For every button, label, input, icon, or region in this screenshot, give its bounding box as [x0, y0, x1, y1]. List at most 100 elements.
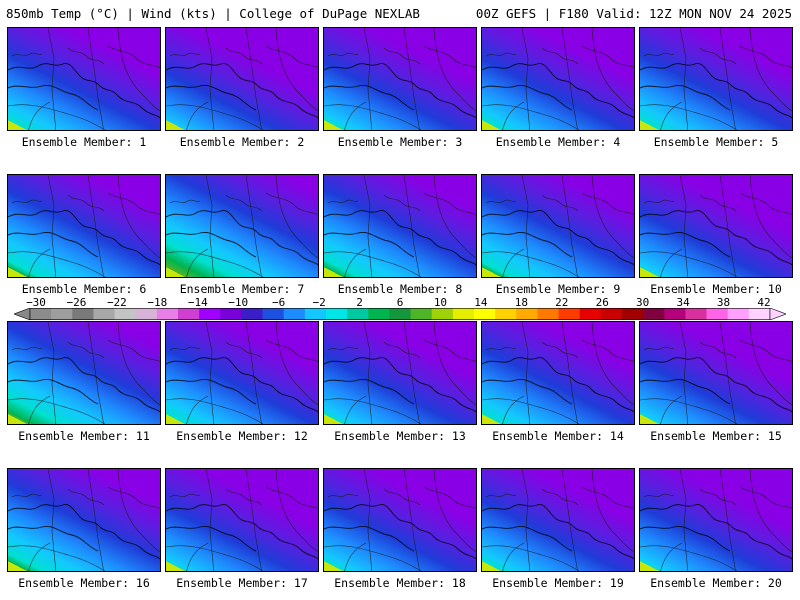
map-boundary-line [324, 84, 415, 111]
map-boundary-line [719, 322, 736, 424]
ensemble-map-panel [323, 174, 477, 278]
colorbar-swatch [452, 308, 475, 320]
map-boundary-line [11, 493, 43, 498]
map-boundary-line [28, 101, 51, 130]
map-boundary-line [643, 52, 675, 57]
map-boundary-line [403, 469, 420, 571]
temperature-map [324, 28, 476, 130]
map-boundary-line [28, 542, 51, 571]
map-boundary-line [679, 175, 689, 277]
map-boundary-line [403, 175, 420, 277]
map-boundary-line [581, 339, 634, 362]
map-boundary-line [265, 45, 318, 68]
map-boundary-line [67, 488, 105, 506]
map-boundary-line [344, 395, 367, 424]
colorbar-swatch [579, 308, 602, 320]
colorbar-swatch [368, 308, 390, 320]
map-boundary-line [8, 356, 160, 413]
map-boundary-line [8, 62, 160, 119]
temperature-map [324, 469, 476, 571]
temperature-map [640, 469, 792, 571]
ensemble-member-label: Ensemble Member: 5 [653, 135, 779, 149]
temperature-map [482, 322, 634, 424]
colorbar-tick-label: 30 [636, 296, 650, 309]
colorbar-swatch [474, 308, 496, 320]
ensemble-member-label: Ensemble Member: 4 [495, 135, 621, 149]
map-boundary-line [640, 545, 738, 571]
map-boundary-line [485, 52, 517, 57]
map-boundary-line [521, 469, 531, 571]
colorbar-tick-label: −6 [272, 296, 286, 309]
colorbar-swatch [72, 308, 94, 320]
temperature-map [482, 175, 634, 277]
map-boundary-line [11, 52, 43, 57]
temperature-map [8, 322, 160, 424]
colorbar-swatch [199, 308, 221, 320]
map-boundary-line [423, 45, 476, 68]
map-boundary-line [166, 545, 264, 571]
colorbar-swatch [558, 308, 581, 320]
map-boundary-line [485, 199, 517, 204]
ensemble-member-label: Ensemble Member: 12 [176, 429, 308, 443]
map-boundary-line [541, 194, 579, 212]
temperature-map [640, 28, 792, 130]
map-boundary-line [643, 199, 675, 204]
ensemble-member-label: Ensemble Member: 9 [495, 282, 621, 296]
ensemble-member-label: Ensemble Member: 8 [337, 282, 463, 296]
map-boundary-line [521, 28, 531, 130]
temperature-map [8, 469, 160, 571]
ensemble-member-label: Ensemble Member: 10 [650, 282, 782, 296]
map-boundary-line [67, 341, 105, 359]
map-boundary-line [166, 104, 264, 130]
ensemble-member-label: Ensemble Member: 3 [337, 135, 463, 149]
map-boundary-line [166, 398, 264, 424]
colorbar-tick-label: −30 [26, 296, 46, 309]
map-boundary-line [383, 341, 421, 359]
ensemble-member-label: Ensemble Member: 7 [179, 282, 305, 296]
map-boundary-line [87, 175, 104, 277]
map-boundary-line [327, 199, 359, 204]
map-boundary-line [482, 62, 634, 119]
map-boundary-line [8, 209, 160, 266]
colorbar-swatch [410, 308, 433, 320]
map-boundary-line [166, 356, 318, 413]
map-boundary-line [107, 192, 160, 215]
map-boundary-line [640, 503, 792, 560]
map-boundary-line [541, 341, 579, 359]
colorbar-tick-label: 26 [595, 296, 609, 309]
colorbar-tick-label: −22 [106, 296, 127, 309]
map-boundary-line [482, 231, 573, 258]
map-boundary-line [749, 322, 792, 406]
map-boundary-line [47, 469, 57, 571]
map-boundary-line [482, 251, 580, 277]
colorbar-swatch [431, 308, 454, 320]
colorbar-swatch [241, 308, 263, 320]
ensemble-member-label: Ensemble Member: 16 [18, 576, 150, 590]
ensemble-member-label: Ensemble Member: 13 [334, 429, 466, 443]
colorbar-tick-label: 38 [716, 296, 731, 309]
map-boundary-line [749, 469, 792, 553]
map-boundary-line [275, 175, 318, 259]
ensemble-member-label: Ensemble Member: 17 [176, 576, 308, 590]
map-boundary-line [561, 28, 578, 130]
map-boundary-line [423, 192, 476, 215]
map-boundary-line [8, 104, 106, 130]
colorbar-tick-label: −18 [147, 296, 168, 309]
map-boundary-line [275, 469, 318, 553]
ensemble-map-panel [481, 468, 635, 572]
ensemble-map-panel [7, 27, 161, 131]
ensemble-member-label: Ensemble Member: 15 [650, 429, 782, 443]
colorbar-swatch [93, 308, 115, 320]
map-boundary-line [502, 101, 525, 130]
colorbar-left-arrow [14, 308, 31, 320]
temperature-colorbar [14, 308, 786, 320]
map-boundary-line [640, 525, 731, 552]
colorbar-tick-label: −26 [66, 296, 87, 309]
map-boundary-line [225, 194, 263, 212]
ensemble-member-label: Ensemble Member: 2 [179, 135, 305, 149]
colorbar-swatch [664, 308, 686, 320]
map-boundary-line [245, 28, 262, 130]
map-boundary-line [324, 231, 415, 258]
temperature-map [166, 469, 318, 571]
colorbar-swatch [643, 308, 665, 320]
